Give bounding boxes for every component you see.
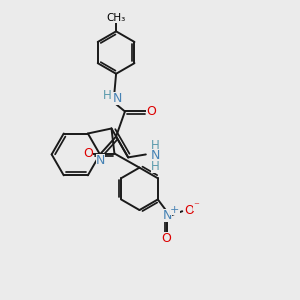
- Text: O: O: [83, 147, 93, 160]
- Text: H: H: [103, 89, 112, 102]
- Text: N: N: [96, 154, 105, 167]
- Text: ⁻: ⁻: [193, 201, 199, 211]
- Text: O: O: [146, 105, 156, 118]
- Text: N: N: [151, 149, 160, 162]
- Text: O: O: [162, 232, 172, 245]
- Text: O: O: [184, 204, 194, 217]
- Text: N: N: [163, 209, 172, 222]
- Text: CH₃: CH₃: [106, 13, 126, 23]
- Text: H: H: [151, 160, 160, 173]
- Text: N: N: [112, 92, 122, 105]
- Text: +: +: [170, 205, 180, 215]
- Text: H: H: [151, 139, 160, 152]
